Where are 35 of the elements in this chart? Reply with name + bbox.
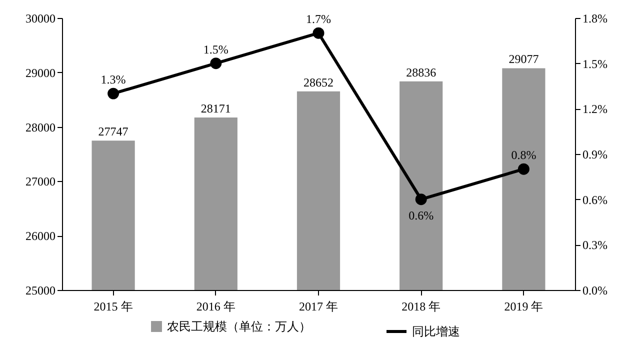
point <box>518 163 530 175</box>
point <box>210 58 222 70</box>
data-label: 29077 <box>508 52 539 66</box>
y2-tick-label: 1.2% <box>582 102 608 116</box>
data-label: 28836 <box>406 65 436 80</box>
data-label: 1.7% <box>306 12 331 26</box>
data-label: 0.6% <box>408 208 434 222</box>
y2-tick-label: 0.6% <box>582 192 608 207</box>
y-tick-label: 26000 <box>26 229 56 244</box>
data-label: 27747 <box>98 124 128 139</box>
data-label: 28652 <box>304 75 334 90</box>
y2-tick-label: 1.5% <box>582 56 608 71</box>
data-label: 1.3% <box>100 72 126 87</box>
x-tick-label: 2015 年 <box>94 300 133 314</box>
data-label: 28171 <box>200 102 231 116</box>
y2-tick-label: 0.0% <box>582 284 608 298</box>
legend-label: 同比增速 <box>412 324 460 338</box>
data-label: 1.5% <box>203 42 228 56</box>
x-tick-label: 2019 年 <box>504 300 544 314</box>
data-label: 0.8% <box>511 148 536 162</box>
point <box>108 88 120 100</box>
y-tick-label: 27000 <box>26 174 56 189</box>
y-tick-label: 25000 <box>26 284 56 298</box>
y2-tick-label: 0.3% <box>582 238 608 252</box>
point <box>415 194 427 206</box>
x-tick-label: 2017 年 <box>299 300 338 314</box>
y-tick-label: 28000 <box>26 120 56 134</box>
legend-label: 农民工规模（单位：万人） <box>167 320 311 334</box>
x-tick-label: 2018 年 <box>402 300 441 314</box>
y-tick-label: 29000 <box>26 66 56 80</box>
y2-tick-label: 0.9% <box>582 148 608 162</box>
y-tick-label: 30000 <box>26 12 56 26</box>
y2-tick-label: 1.8% <box>582 12 608 26</box>
x-tick-label: 2016 年 <box>196 300 236 314</box>
point <box>312 27 324 39</box>
